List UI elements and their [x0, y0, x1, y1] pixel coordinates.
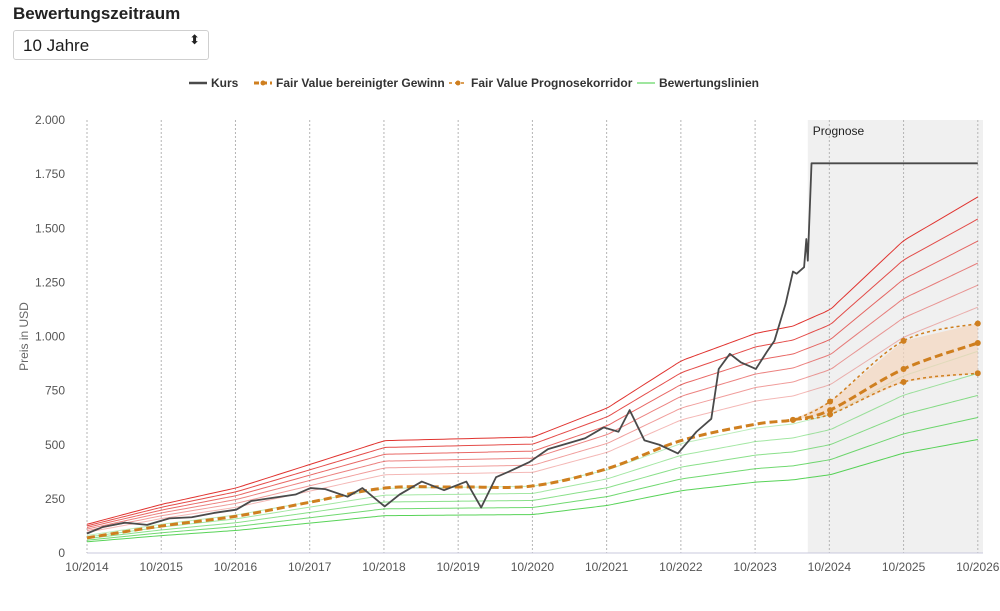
corridor-line-upper — [792, 322, 978, 421]
x-tick-label: 10/2026 — [956, 560, 1000, 574]
corridor-point — [900, 378, 907, 385]
x-tick-label: 10/2017 — [288, 560, 332, 574]
legend-label-bewertungslinien: Bewertungslinien — [659, 76, 760, 90]
legend-bewertungslinien-line-icon — [637, 82, 655, 84]
valuation-line — [86, 218, 979, 527]
corridor-point — [974, 370, 981, 377]
corridor-point — [900, 337, 907, 344]
y-tick-label: 1.000 — [35, 330, 65, 344]
fair-value-point — [827, 407, 834, 414]
forecast-label: Prognose — [813, 124, 865, 138]
chart-legend: Kurs Fair Value bereinigter Gewinn Fair … — [0, 75, 1000, 93]
x-tick-label: 10/2021 — [585, 560, 629, 574]
y-tick-label: 1.500 — [35, 221, 65, 235]
x-tick-label: 10/2022 — [659, 560, 703, 574]
x-tick-label: 10/2016 — [214, 560, 258, 574]
y-axis-title: Preis in USD — [17, 302, 31, 371]
period-select[interactable]: 10 Jahre ⬍ — [13, 30, 209, 60]
x-tick-label: 10/2015 — [140, 560, 184, 574]
x-tick-label: 10/2020 — [511, 560, 555, 574]
period-select-value: 10 Jahre — [23, 36, 90, 55]
valuation-line — [86, 284, 979, 532]
legend-label-corridor: Fair Value Prognosekorridor — [471, 76, 633, 90]
legend-label-fair-value: Fair Value bereinigter Gewinn — [276, 76, 445, 90]
valuation-line — [86, 416, 978, 541]
select-caret-icon: ⬍ — [189, 32, 200, 47]
y-tick-label: 1.250 — [35, 275, 65, 289]
valuation-line — [86, 196, 979, 525]
x-tick-label: 10/2024 — [808, 560, 852, 574]
x-tick-label: 10/2025 — [882, 560, 926, 574]
y-tick-label: 2.000 — [35, 113, 65, 127]
fair-value-point — [974, 339, 981, 346]
x-tick-label: 10/2014 — [65, 560, 109, 574]
x-tick-label: 10/2018 — [362, 560, 406, 574]
fair-value-point — [900, 365, 907, 372]
corridor-area — [792, 323, 978, 420]
y-tick-label: 250 — [45, 492, 65, 506]
x-tick-label: 10/2019 — [436, 560, 480, 574]
y-tick-label: 1.750 — [35, 167, 65, 181]
valuation-line — [86, 439, 978, 543]
corridor-point — [974, 320, 981, 327]
price-chart: Prognose 10/2014 10/2015 10/2016 10/2017 10/2… — [17, 113, 1000, 574]
valuation-line — [86, 262, 979, 530]
valuation-line — [86, 240, 979, 528]
corridor-point — [827, 411, 834, 418]
y-tick-label: 500 — [45, 438, 65, 452]
corridor-point — [827, 398, 834, 405]
kurs-line — [86, 162, 978, 535]
valuation-line — [86, 306, 978, 533]
legend-kurs-line-icon — [189, 81, 207, 85]
legend-fair-value-line-icon — [254, 80, 272, 86]
valuation-line — [86, 394, 978, 540]
legend-corridor-line-icon — [449, 80, 467, 86]
y-tick-label: 0 — [58, 546, 65, 560]
x-tick-label: 10/2023 — [733, 560, 777, 574]
valuation-line — [86, 372, 978, 538]
corridor-line-lower — [792, 372, 978, 421]
legend-label-kurs: Kurs — [211, 76, 239, 90]
y-tick-label: 750 — [45, 384, 65, 398]
section-title: Bewertungszeitraum — [13, 4, 181, 23]
